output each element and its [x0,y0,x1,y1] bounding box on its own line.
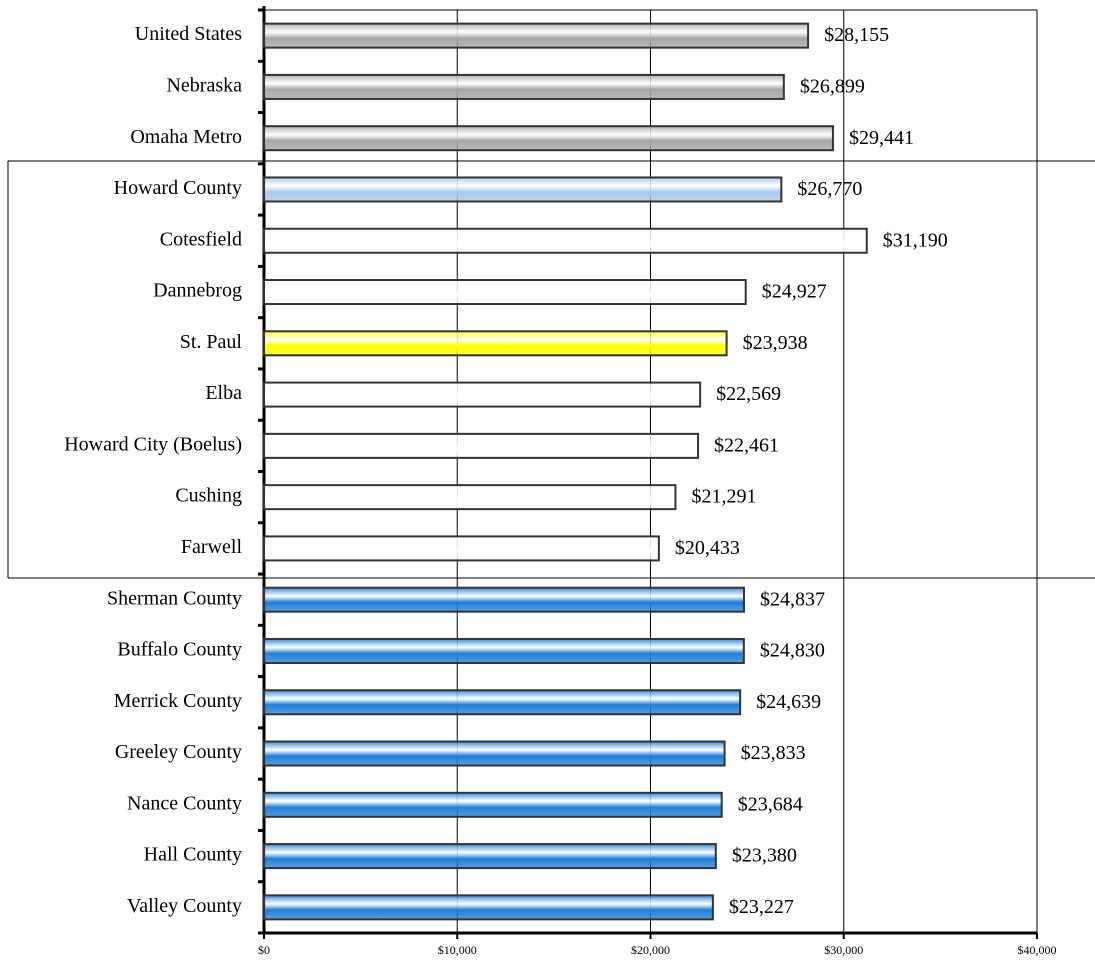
bar [263,432,700,459]
bar [263,535,660,562]
bar [263,637,745,664]
x-tick-label: $30,000 [824,943,863,957]
bar [263,73,785,100]
y-tick-label: Nebraska [166,75,242,97]
bar [263,381,702,408]
bar [263,330,728,357]
value-label: $24,639 [756,691,821,713]
value-label: $28,155 [824,24,889,46]
bar [263,791,723,818]
value-label: $23,227 [729,896,794,918]
bar [263,22,810,49]
y-tick-label: Buffalo County [117,639,242,661]
y-tick-label: Howard County [114,177,242,199]
bar [263,689,742,716]
bar [263,125,834,152]
value-label: $26,899 [800,76,865,98]
y-tick-label: Nance County [127,792,242,814]
x-tick-label: $10,000 [438,943,477,957]
bar [263,279,747,306]
x-tick-label: $40,000 [1018,943,1057,957]
value-label: $24,837 [760,588,825,610]
y-tick-label: Dannebrog [153,280,242,302]
bar [263,586,745,613]
value-label: $23,684 [738,793,803,815]
y-tick-label: Omaha Metro [130,126,242,148]
value-label: $29,441 [849,127,914,149]
y-tick-label: Elba [205,382,242,404]
value-label: $31,190 [883,229,948,251]
bar [263,894,714,921]
value-label: $23,938 [743,332,808,354]
value-label: $22,569 [716,383,781,405]
y-tick-label: Valley County [127,895,242,917]
value-label: $24,927 [762,281,827,303]
value-label: $23,833 [741,742,806,764]
x-tick-label: $20,000 [631,943,670,957]
y-tick-label: Sherman County [107,587,242,609]
value-label: $24,830 [760,640,825,662]
y-tick-label: Merrick County [114,690,242,712]
y-tick-label: Cushing [175,485,242,507]
y-tick-label: Cotesfield [160,228,242,250]
y-tick-label: Hall County [144,844,242,866]
y-tick-label: St. Paul [180,331,243,353]
y-tick-label: Howard City (Boelus) [64,433,242,455]
value-label: $20,433 [675,537,740,559]
bar [263,176,783,203]
y-tick-label: Greeley County [115,741,242,763]
value-label: $23,380 [732,845,797,867]
bar [263,484,677,511]
value-label: $22,461 [714,434,779,456]
y-tick-label: Farwell [181,536,243,558]
x-tick-label: $0 [258,943,270,957]
bar [263,740,726,767]
y-tick-label: United States [135,23,242,45]
value-label: $21,291 [691,486,756,508]
value-label: $26,770 [797,178,862,200]
bar [263,227,868,254]
bar [263,843,717,870]
